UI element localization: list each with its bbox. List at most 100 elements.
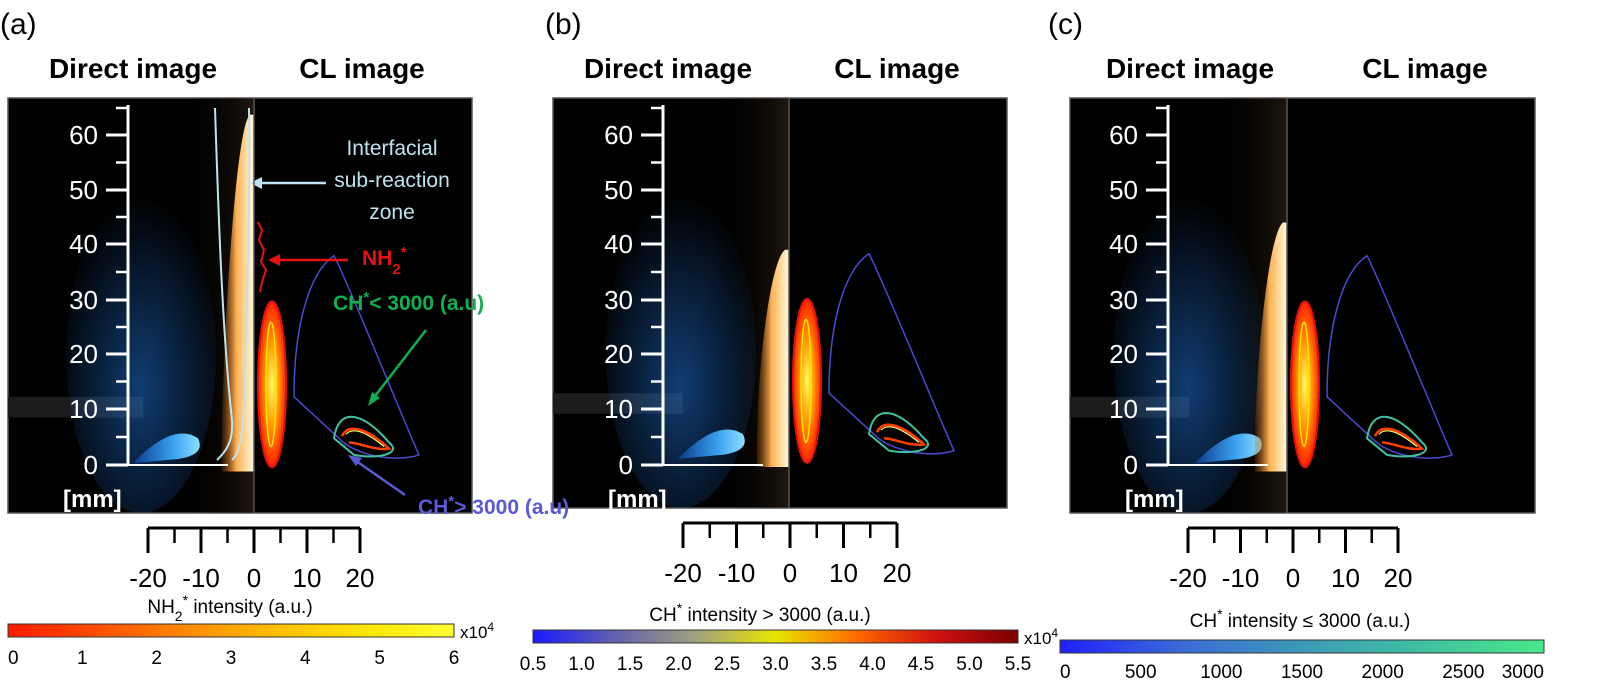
y-unit-label: [mm]	[63, 486, 122, 513]
ch-high-contour	[1373, 427, 1425, 451]
blue-flame	[1195, 433, 1262, 464]
colorbar-1: CH* intensity > 3000 (a.u.) 0.5 1.0 1.5 2.0 2…	[520, 600, 1059, 675]
colorbar-multiplier: x104	[460, 620, 494, 642]
colorbar-tick-label: 1.0	[568, 654, 594, 675]
colorbar-title-main: CH	[1190, 611, 1217, 632]
y-tick-label: 20	[604, 339, 633, 369]
y-tick-label: 60	[1109, 120, 1138, 150]
panel-c: (c) Direct image CL image 60 50 40 30 20 10 0 [mm]…	[1048, 8, 1536, 593]
x-tick-label: 10	[829, 558, 858, 588]
colorbar-tick-label: 500	[1125, 662, 1157, 683]
y-tick-label: 60	[69, 120, 98, 150]
colorbar-title-sup: *	[1217, 606, 1223, 622]
colorbar-title: CH* intensity > 3000 (a.u.)	[649, 600, 870, 626]
y-tick-label: 10	[1109, 394, 1138, 424]
ch-high-arrowhead	[348, 455, 362, 466]
interfacial-arrowhead	[250, 177, 262, 189]
interfacial-label: sub-reaction	[334, 169, 450, 192]
y-tick-label: 40	[69, 229, 98, 259]
x-tick-label: 20	[346, 563, 375, 593]
colorbar-tick-label: 1500	[1281, 662, 1323, 683]
nh2-label-sup: *	[401, 244, 407, 261]
colorbar-multiplier-base: x10	[1024, 629, 1051, 648]
nh2-contour-band	[257, 300, 287, 469]
cl-image-title: CL image	[1362, 53, 1488, 84]
y-tick-label: 30	[604, 285, 633, 315]
x-tick-label: 10	[1331, 563, 1360, 593]
colorbar-tick-label: 5.0	[956, 654, 982, 675]
colorbar-tick-label: 4	[300, 648, 311, 669]
y-tick-label: 40	[1109, 229, 1138, 259]
colorbar-tick-label: 2.0	[665, 654, 691, 675]
colorbar-tick-label: 3.5	[811, 654, 837, 675]
colorbar-multiplier-exp: 4	[1051, 626, 1058, 640]
y-unit-label: [mm]	[1125, 486, 1184, 513]
y-tick-label: 50	[69, 175, 98, 205]
colorbar-tick-label: 1	[77, 648, 88, 669]
colorbar-tick-label: 0	[8, 648, 19, 669]
direct-image-title: Direct image	[49, 53, 217, 84]
y-unit-label: [mm]	[608, 486, 667, 513]
interfacial-label: Interfacial	[346, 137, 437, 160]
nh2-trace	[257, 221, 268, 293]
colorbar-multiplier-base: x10	[460, 623, 487, 642]
y-tick-label: 50	[604, 175, 633, 205]
blue-flame	[678, 429, 745, 459]
ch-peak-contour	[880, 426, 920, 443]
blue-flame-glow	[1113, 197, 1264, 514]
ch-high-arrow	[351, 456, 406, 497]
ch-high-contour	[340, 427, 392, 451]
panel-label: (b)	[545, 8, 582, 41]
x-tick-label: -20	[129, 563, 167, 593]
x-tick-label: 0	[1286, 563, 1300, 593]
interfacial-boundary-right	[231, 107, 251, 461]
interfacial-label: zone	[369, 201, 415, 224]
y-tick-label: 30	[69, 285, 98, 315]
y-tick-label: 0	[1124, 450, 1138, 480]
nh2-contour-band	[792, 297, 822, 464]
orange-flame	[221, 114, 254, 472]
x-tick-label: 20	[883, 558, 912, 588]
orange-flame	[756, 249, 789, 467]
x-tick-label: -10	[182, 563, 220, 593]
ch-high-contour	[875, 423, 927, 447]
colorbar-title-sup: *	[677, 600, 683, 616]
x-tick-label: 0	[783, 558, 797, 588]
colorbar-tick-label: 4.0	[859, 654, 885, 675]
y-tick-label: 20	[69, 339, 98, 369]
y-tick-label: 10	[604, 394, 633, 424]
ch-high-label-main: CH	[418, 496, 448, 519]
ch-peak-contour	[345, 430, 385, 448]
y-tick-label: 40	[604, 229, 633, 259]
ch-mid-contour	[1365, 416, 1427, 458]
x-tick-label: 10	[293, 563, 322, 593]
colorbar-bar	[532, 629, 1019, 644]
x-tick-label: -10	[1222, 563, 1260, 593]
colorbar-multiplier: x104	[1024, 626, 1058, 648]
colorbar-multiplier-exp: 4	[487, 620, 494, 634]
x-tick-label: -20	[1169, 563, 1207, 593]
x-tick-label: 20	[1384, 563, 1413, 593]
cl-image-title: CL image	[299, 53, 425, 84]
colorbar-tick-label: 3	[226, 648, 237, 669]
colorbar-tick-label: 0	[1060, 662, 1071, 683]
colorbar-tick-label: 0.5	[520, 654, 546, 675]
colorbar-bar	[1059, 639, 1545, 654]
colorbar-title-main: CH	[649, 605, 676, 626]
colorbar-tick-label: 3000	[1502, 662, 1544, 683]
y-tick-label: 0	[84, 450, 98, 480]
ch-low-label: CH*< 3000 (a.u)	[333, 289, 484, 316]
colorbar-tick-label: 5	[374, 648, 385, 669]
colorbar-tick-label: 4.5	[908, 654, 934, 675]
blue-flame	[133, 433, 200, 464]
colorbar-tick-label: 3.0	[762, 654, 788, 675]
ch-mid-contour	[867, 412, 929, 454]
nh2-contour-band	[1290, 300, 1320, 469]
colorbar-tick-label: 2	[151, 648, 162, 669]
colorbar-title-sub: 2	[175, 608, 183, 624]
y-tick-label: 0	[619, 450, 633, 480]
panel-label: (c)	[1048, 8, 1083, 41]
nh2-label: NH2*	[362, 244, 407, 278]
